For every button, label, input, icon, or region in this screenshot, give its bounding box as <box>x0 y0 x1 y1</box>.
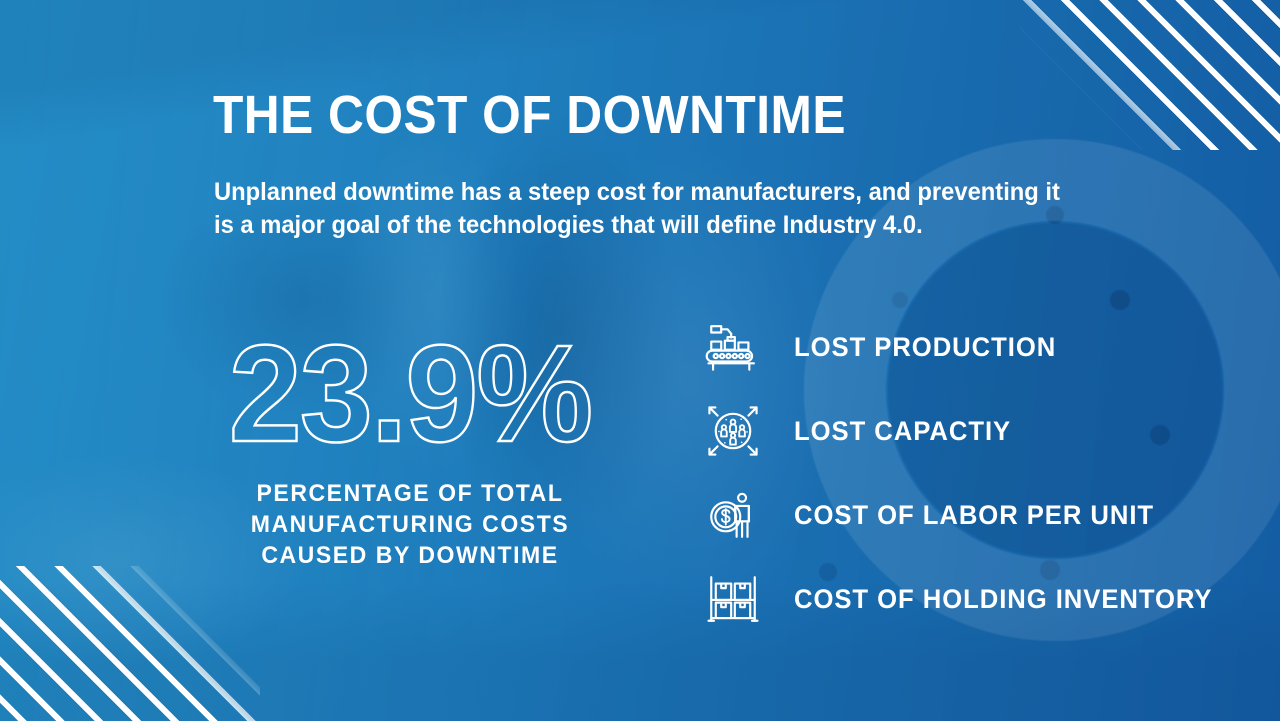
subtitle-line-2: is a major goal of the technologies that… <box>214 211 923 239</box>
conveyor-belt-icon <box>700 314 766 380</box>
list-item-label: LOST PRODUCTION <box>794 331 1057 362</box>
list-item-lost-capacity: LOST CAPACTIY <box>700 389 1235 473</box>
dollar-coin-worker-icon <box>700 482 766 548</box>
list-item-cost-of-labor: COST OF LABOR PER UNIT <box>700 473 1235 557</box>
statistic-caption: PERCENTAGE OF TOTAL MANUFACTURING COSTS … <box>199 478 621 571</box>
statistic-caption-line-1: PERCENTAGE OF TOTAL <box>256 480 564 507</box>
subtitle-text: Unplanned downtime has a steep cost for … <box>214 176 1060 242</box>
list-item-cost-of-holding-inventory: COST OF HOLDING INVENTORY <box>700 557 1235 641</box>
list-item-lost-production: LOST PRODUCTION <box>700 305 1235 389</box>
page-title: THE COST OF DOWNTIME <box>213 85 846 145</box>
statistic-block: 23.9% PERCENTAGE OF TOTAL MANUFACTURING … <box>190 317 630 571</box>
warehouse-shelf-boxes-icon <box>700 566 766 632</box>
list-item-label: LOST CAPACTIY <box>794 415 1012 446</box>
capacity-people-circle-icon <box>700 398 766 464</box>
statistic-value: 23.9% <box>228 317 595 471</box>
cost-factor-list: LOST PRODUCTION <box>700 305 1235 641</box>
statistic-caption-line-3: CAUSED BY DOWNTIME <box>261 542 559 569</box>
list-item-label: COST OF HOLDING INVENTORY <box>794 583 1213 614</box>
statistic-caption-line-2: MANUFACTURING COSTS <box>250 511 570 538</box>
subtitle-line-1: Unplanned downtime has a steep cost for … <box>214 178 1060 206</box>
list-item-label: COST OF LABOR PER UNIT <box>794 499 1155 530</box>
